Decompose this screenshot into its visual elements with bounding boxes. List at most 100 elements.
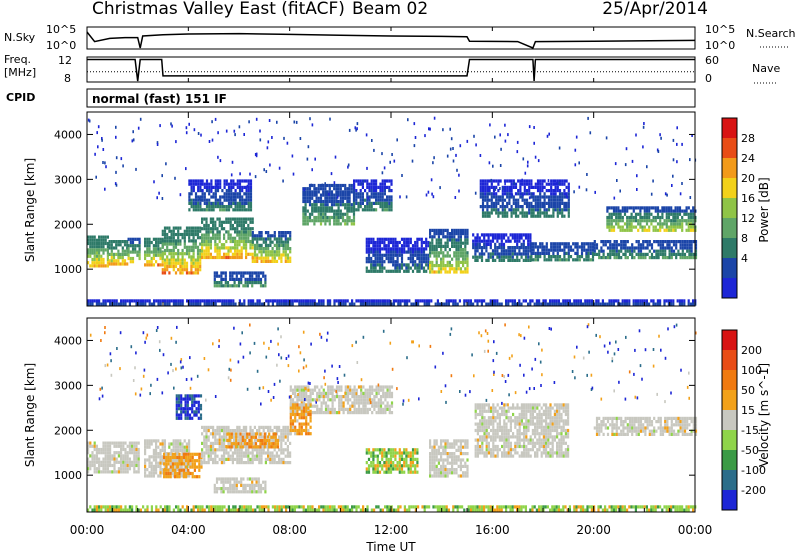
echo-cell <box>352 219 356 223</box>
echo-cell <box>543 248 546 252</box>
echo-cell <box>520 255 523 259</box>
echo-cell <box>205 246 208 250</box>
velocity-echo-cells <box>87 323 698 512</box>
echo-cell <box>262 429 265 433</box>
echo-cell <box>626 256 629 260</box>
echo-cell <box>375 198 378 202</box>
echo-cell <box>403 269 406 273</box>
echo-cell <box>225 198 228 202</box>
echo-cell <box>278 435 281 439</box>
echo-cell <box>368 299 371 303</box>
echo-cell <box>155 240 158 245</box>
echo-cell <box>170 242 173 246</box>
echo-cell <box>326 299 329 303</box>
echo-cell <box>478 239 481 243</box>
echo-cell <box>207 239 210 244</box>
echo-cell <box>348 199 351 204</box>
echo-cell <box>159 464 162 468</box>
echo-cell <box>573 299 576 303</box>
echo-cell <box>161 468 164 472</box>
echo-cell <box>558 195 562 199</box>
echo-cell <box>634 225 638 229</box>
echo-cell <box>192 302 195 306</box>
echo-cell <box>608 228 611 232</box>
echo-cell <box>549 299 552 303</box>
echo-cell <box>481 195 485 199</box>
echo-cell <box>524 258 528 262</box>
echo-cell <box>188 299 191 303</box>
echo-cell <box>289 302 292 306</box>
echo-cell <box>378 266 382 270</box>
echo-cell <box>672 228 675 232</box>
echo-cell <box>247 192 250 196</box>
echo-cell <box>464 238 467 242</box>
echo-cell <box>577 302 580 306</box>
echo-cell <box>245 179 248 183</box>
date-label: 25/Apr/2014 <box>602 0 708 19</box>
echo-cell <box>462 248 465 252</box>
echo-cell <box>267 237 270 241</box>
echo-cell <box>414 244 417 248</box>
echo-cell <box>106 457 109 461</box>
echo-cell <box>163 445 166 449</box>
echo-cell <box>567 251 570 255</box>
echo-cell <box>315 190 318 194</box>
echo-cell <box>258 425 261 429</box>
echo-cell <box>567 245 570 249</box>
echo-cell <box>172 245 175 249</box>
echo-cell <box>561 192 564 196</box>
echo-cell <box>503 205 507 209</box>
echo-cell <box>353 205 356 209</box>
echo-cell <box>631 252 634 256</box>
echo-cell <box>372 192 375 196</box>
echo-cell <box>491 236 495 240</box>
echo-cell <box>247 239 250 244</box>
echo-cell <box>196 452 199 456</box>
echo-cell <box>210 182 213 186</box>
echo-cell <box>252 302 255 306</box>
echo-cell <box>237 281 241 285</box>
echo-cell <box>324 183 327 188</box>
echo-cell <box>440 244 443 248</box>
echo-cell <box>513 249 517 253</box>
echo-cell <box>389 250 393 254</box>
echo-cell <box>659 228 662 232</box>
echo-cell <box>179 445 182 449</box>
echo-cell <box>374 256 377 261</box>
echo-cell <box>240 448 243 452</box>
echo-cell <box>165 462 168 466</box>
echo-cell <box>284 237 287 241</box>
echo-cell <box>495 185 498 189</box>
echo-cell <box>225 217 228 221</box>
echo-cell <box>144 256 147 261</box>
echo-cell <box>628 249 632 253</box>
echo-cell <box>364 179 367 183</box>
echo-cell <box>199 252 202 256</box>
echo-cell <box>291 398 295 402</box>
echo-cell <box>556 198 559 202</box>
echo-cell <box>645 215 649 220</box>
echo-cell <box>448 264 451 268</box>
echo-cell <box>503 192 507 196</box>
echo-cell <box>280 234 283 238</box>
echo-cell <box>242 425 245 429</box>
noise-cell <box>254 153 257 156</box>
echo-cell <box>322 219 325 223</box>
echo-cell <box>212 227 215 231</box>
echo-cell <box>575 302 578 306</box>
echo-cell <box>262 271 265 275</box>
echo-cell <box>425 263 428 267</box>
echo-cell <box>269 429 272 433</box>
echo-cell <box>399 302 402 306</box>
echo-cell <box>512 195 515 199</box>
echo-cell <box>655 252 658 256</box>
echo-cell <box>530 185 533 189</box>
echo-cell <box>267 231 270 235</box>
echo-cell <box>681 209 684 213</box>
echo-cell <box>95 257 98 262</box>
echo-cell <box>205 198 209 202</box>
echo-cell <box>275 237 279 241</box>
echo-cell <box>487 252 490 256</box>
echo-cell <box>238 217 241 221</box>
echo-cell <box>218 441 221 445</box>
